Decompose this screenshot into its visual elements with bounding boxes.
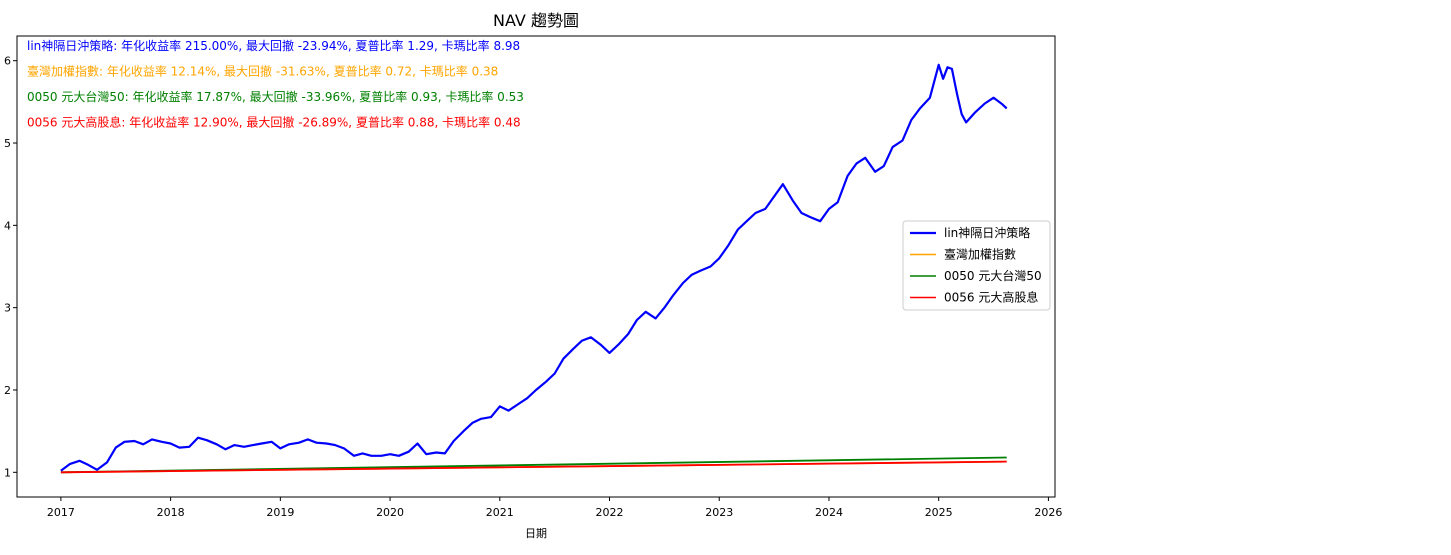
x-tick-label: 2019: [266, 506, 294, 519]
x-axis-label: 日期: [525, 527, 547, 540]
series-lines: [60, 63, 1008, 474]
plot-area-frame: [16, 35, 1056, 498]
x-axis-ticks: 2017 2018 2019 2020 2021 2022 2023 2024 2025 2026: [47, 497, 1062, 519]
x-tick-label: 2020: [376, 506, 404, 519]
annotation-text: 臺灣加權指數: 年化收益率 12.14%, 最大回撤 -31.63%, 夏普比率…: [27, 64, 498, 79]
legend-box: [902, 220, 1051, 311]
y-axis-ticks: 1 2 3 4 5 6: [4, 55, 17, 479]
legend-label: lin神隔日沖策略: [944, 225, 1030, 240]
chart-title: NAV 趨勢圖: [493, 11, 579, 30]
annotation-text: 0056 元大高股息: 年化收益率 12.90%, 最大回撤 -26.89%, …: [27, 115, 521, 130]
legend-label: 0056 元大高股息: [944, 290, 1038, 305]
series-line-3: [60, 460, 1007, 474]
legend-label: 臺灣加權指數: [944, 247, 1016, 262]
annotation-text: lin神隔日沖策略: 年化收益率 215.00%, 最大回撤 -23.94%, …: [27, 38, 520, 53]
annotation-text: 0050 元大台灣50: 年化收益率 17.87%, 最大回撤 -33.96%,…: [27, 89, 524, 104]
y-tick-label: 3: [4, 302, 11, 315]
legend-label: 0050 元大台灣50: [944, 268, 1042, 283]
y-tick-label: 4: [4, 219, 11, 232]
y-tick-label: 2: [4, 384, 11, 397]
x-tick-label: 2026: [1034, 506, 1062, 519]
x-tick-label: 2024: [815, 506, 843, 519]
x-tick-label: 2022: [596, 506, 624, 519]
x-tick-label: 2021: [486, 506, 514, 519]
y-tick-label: 6: [4, 55, 11, 68]
y-tick-label: 1: [4, 466, 11, 479]
y-tick-label: 5: [4, 137, 11, 150]
metric-annotations: lin神隔日沖策略: 年化收益率 215.00%, 最大回撤 -23.94%, …: [27, 38, 524, 130]
series-line-0: [60, 63, 1008, 472]
x-tick-label: 2023: [705, 506, 733, 519]
x-tick-label: 2018: [157, 506, 185, 519]
x-tick-label: 2017: [47, 506, 75, 519]
x-tick-label: 2025: [925, 506, 953, 519]
